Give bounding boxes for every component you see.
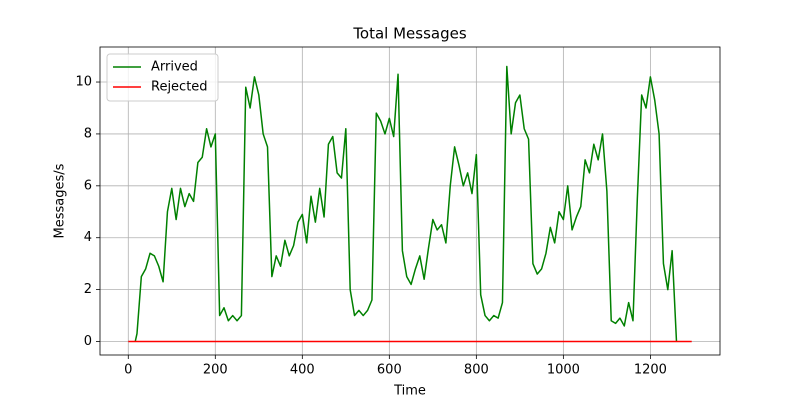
legend-box [106,53,219,102]
legend-label: Rejected [151,80,208,95]
plot-frame [99,46,721,356]
x-tick-label: 400 [290,363,315,378]
x-tick-label: 800 [464,363,489,378]
y-tick-label: 0 [84,334,92,349]
x-tick-label: 1200 [634,363,667,378]
y-tick-label: 4 [84,230,92,245]
y-axis-label: Messages/s [53,163,68,238]
legend-label: Arrived [151,60,198,75]
x-tick-label: 1000 [547,363,580,378]
y-tick-label: 10 [75,75,92,90]
x-tick-label: 0 [124,363,132,378]
y-tick-label: 2 [84,282,92,297]
y-tick-label: 6 [84,178,92,193]
x-tick-label: 600 [377,363,402,378]
chart-title: Total Messages [352,25,467,43]
x-tick-label: 200 [203,363,228,378]
x-axis-label: Time [393,384,426,399]
y-tick-label: 8 [84,126,92,141]
series-line [134,65,678,342]
